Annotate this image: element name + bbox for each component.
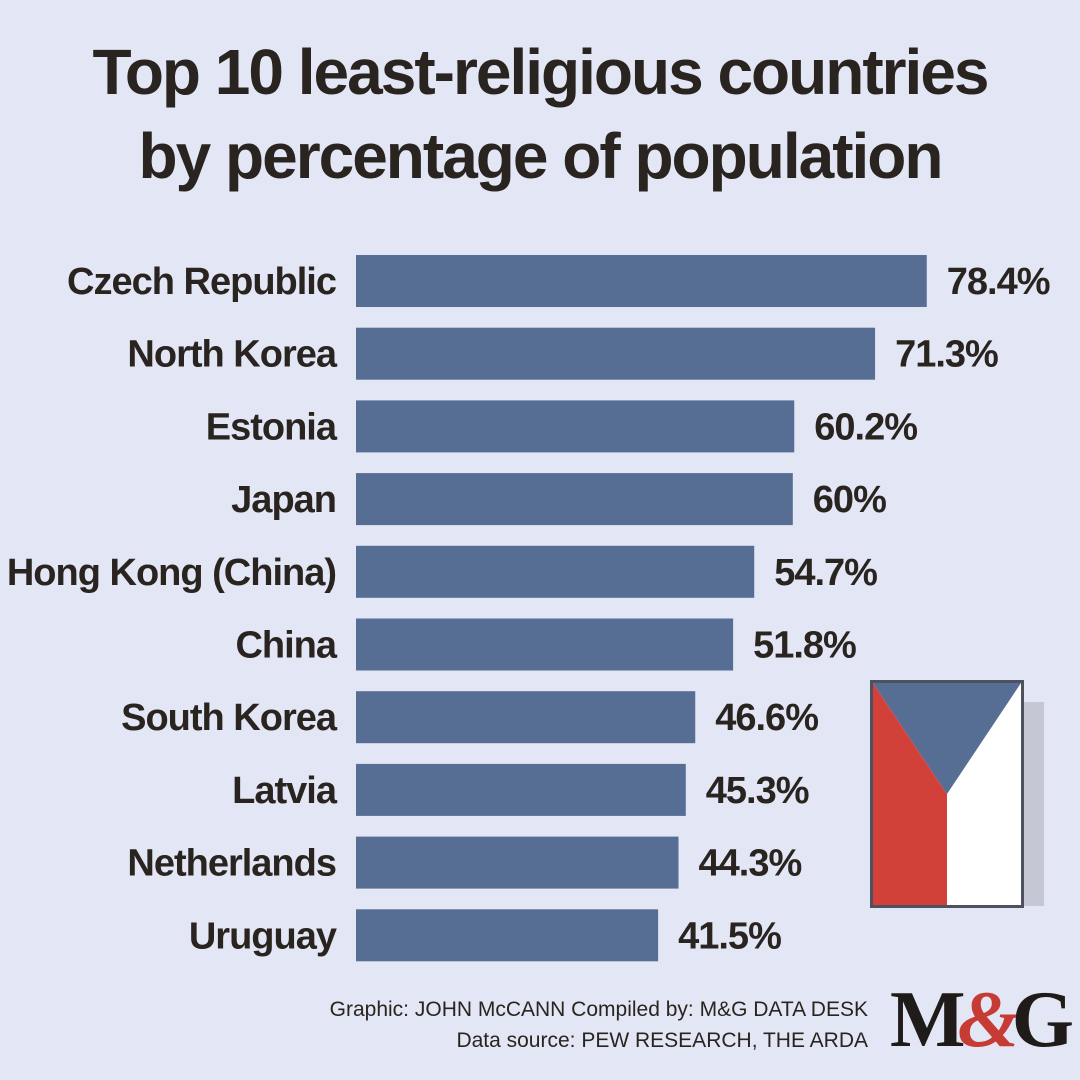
logo-amp: & <box>957 976 1020 1064</box>
value-label: 54.7% <box>774 552 877 594</box>
flag-face <box>870 680 1024 908</box>
value-label: 51.8% <box>753 625 856 667</box>
category-label: South Korea <box>121 697 338 739</box>
bar <box>356 691 696 744</box>
bar <box>356 400 795 453</box>
chart-title: Top 10 least-religious countries by perc… <box>0 30 1080 198</box>
category-label: Estonia <box>206 406 338 448</box>
value-label: 41.5% <box>678 915 781 957</box>
value-label: 78.4% <box>947 261 1050 303</box>
category-label: Hong Kong (China) <box>7 552 336 594</box>
credits-graphic: Graphic: JOHN McCANN Compiled by: M&G DA… <box>329 998 868 1021</box>
bar <box>356 763 686 816</box>
chart-title-line1: Top 10 least-religious countries <box>92 36 989 108</box>
logo-g: G <box>1011 976 1074 1064</box>
category-label: Czech Republic <box>67 261 337 303</box>
bar <box>356 255 927 307</box>
mg-logo: M&G <box>890 980 1074 1060</box>
bar <box>356 545 755 598</box>
value-label: 60.2% <box>814 406 917 448</box>
category-label: Netherlands <box>127 843 336 885</box>
bar <box>356 473 793 526</box>
bar <box>356 618 734 671</box>
value-label: 44.3% <box>699 843 802 885</box>
value-label: 46.6% <box>715 697 818 739</box>
category-label: China <box>235 625 337 667</box>
credits-source: Data source: PEW RESEARCH, THE ARDA <box>456 1029 868 1052</box>
value-label: 45.3% <box>706 770 809 812</box>
chart-title-line2: by percentage of population <box>138 120 944 192</box>
value-label: 60% <box>813 479 886 521</box>
bar <box>356 909 659 962</box>
category-label: Uruguay <box>189 915 337 957</box>
flag-red-field <box>873 683 947 905</box>
czech-flag-icon <box>870 680 1044 908</box>
flag-graphic <box>873 683 1021 905</box>
flag-blue-triangle <box>873 683 1021 794</box>
category-label: Latvia <box>232 770 338 812</box>
category-label: North Korea <box>127 334 337 376</box>
credits: Graphic: JOHN McCANN Compiled by: M&G DA… <box>330 994 868 1056</box>
bar <box>356 836 679 889</box>
value-label: 71.3% <box>895 334 998 376</box>
logo-m: M <box>890 976 966 1064</box>
bar <box>356 327 876 380</box>
category-label: Japan <box>231 479 336 521</box>
